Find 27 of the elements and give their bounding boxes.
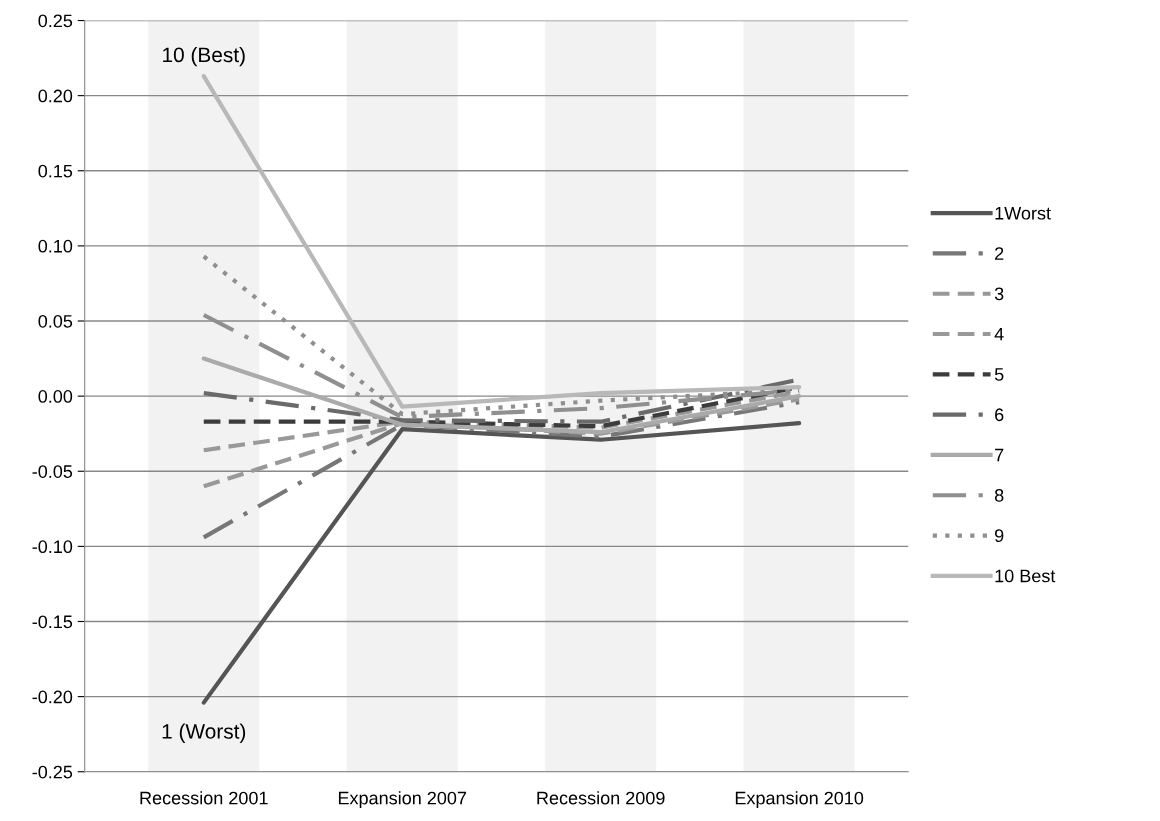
legend-label: 9 <box>995 529 1004 543</box>
legend-label: 7 <box>995 448 1004 462</box>
legend-label: 4 <box>994 327 1004 341</box>
legend-label: 5 <box>994 368 1004 381</box>
y-tick-label: 0.15 <box>38 164 73 178</box>
y-tick-label: -0.15 <box>32 615 73 629</box>
y-tick-label: -0.05 <box>32 465 73 478</box>
x-tick-label: Recession 2009 <box>537 791 665 805</box>
legend-label: 1Worst <box>995 207 1051 220</box>
legend-label: 8 <box>994 488 1004 502</box>
x-tick-label: Expansion 2007 <box>338 791 467 809</box>
legend-label: 6 <box>995 408 1004 422</box>
x-tick-label: Expansion 2010 <box>735 791 864 809</box>
y-tick-label: 0.00 <box>38 390 73 403</box>
y-tick-label: 0.20 <box>38 89 73 103</box>
legend-label: 10 Best <box>995 569 1056 583</box>
annotation: 1 (Worst) <box>162 723 246 743</box>
y-tick-label: 0.10 <box>38 239 73 253</box>
y-tick-label: -0.10 <box>32 540 73 554</box>
legend-label: 2 <box>995 247 1004 260</box>
y-tick-label: 0.05 <box>38 314 73 328</box>
y-tick-label: 0.25 <box>38 14 73 28</box>
y-tick-label: -0.20 <box>32 690 73 704</box>
legend-label: 3 <box>994 287 1004 301</box>
annotation: 10 (Best) <box>163 46 245 67</box>
x-tick-label: Recession 2001 <box>140 791 268 805</box>
y-tick-label: -0.25 <box>32 765 73 779</box>
